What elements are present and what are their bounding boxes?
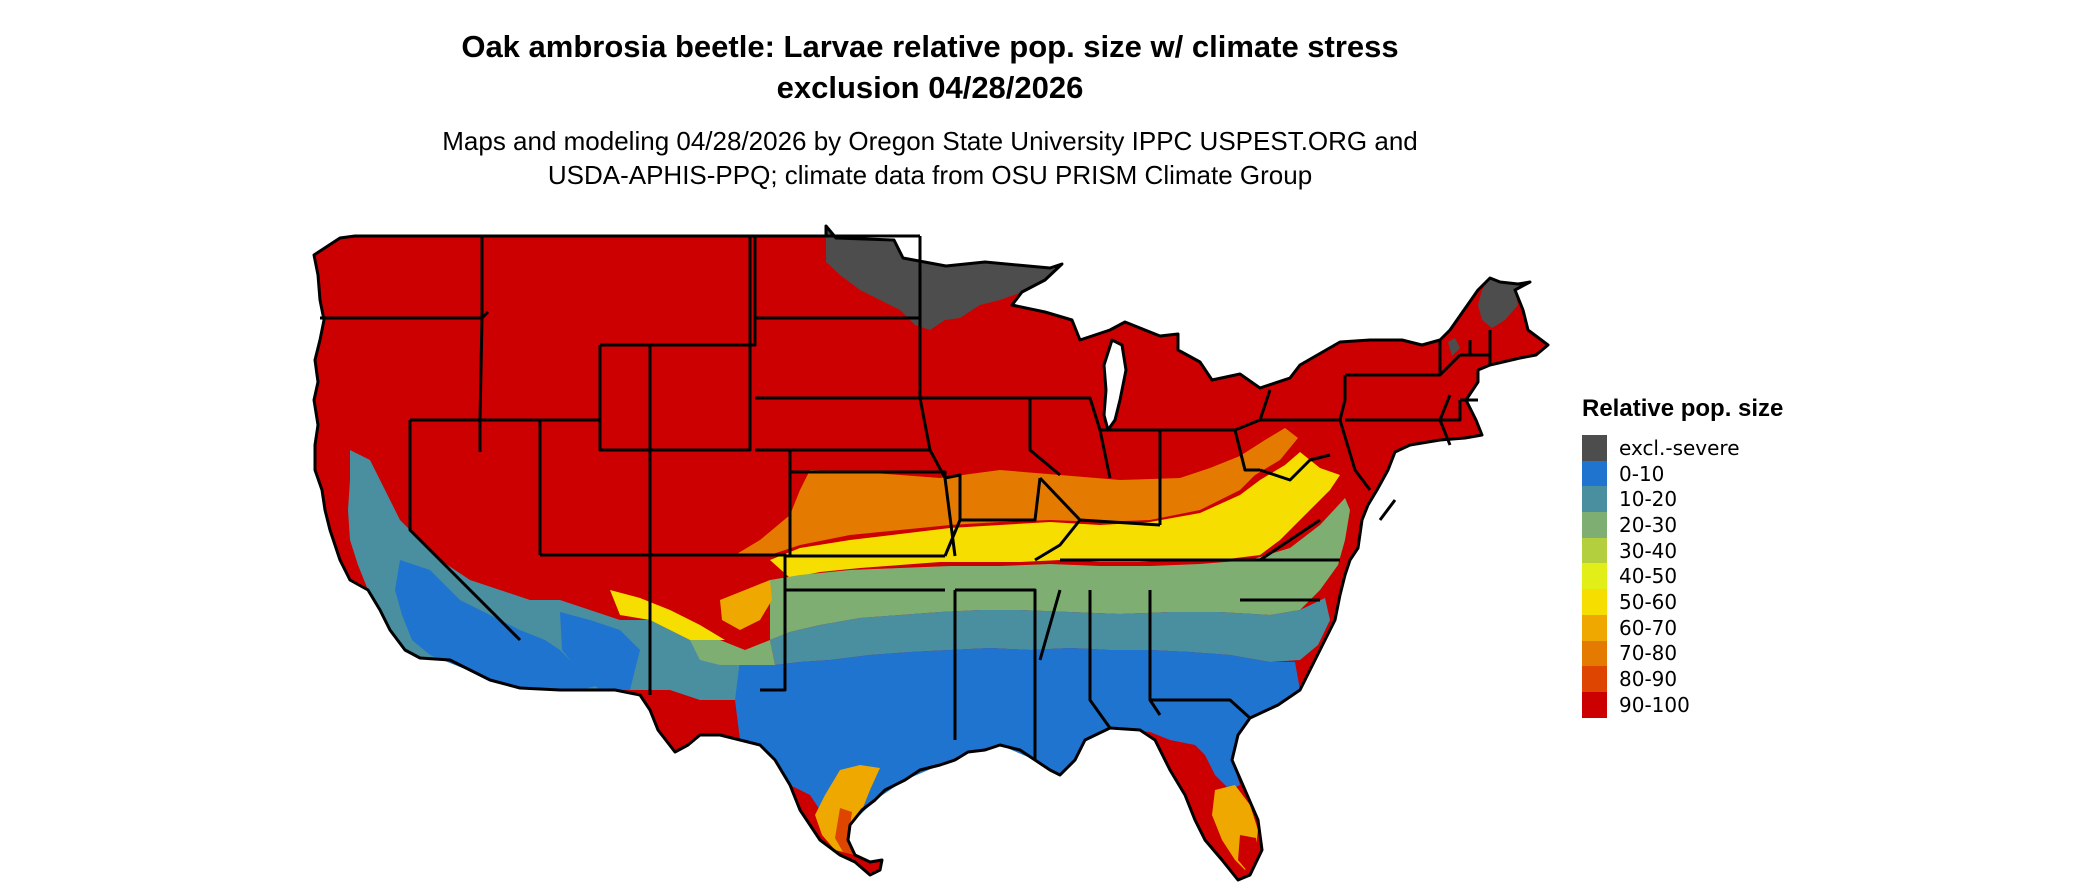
band-0-10-socal (395, 560, 600, 690)
map-legend: Relative pop. size excl.-severe 0-10 10-20… (1582, 395, 1783, 718)
state-borders-east (1030, 330, 1492, 729)
map-subtitle-line-2: USDA-APHIS-PPQ; climate data from OSU PR… (547, 160, 1313, 190)
legend-label: 50-60 (1619, 589, 1678, 614)
legend-swatch (1582, 589, 1607, 615)
legend-items: excl.-severe 0-10 10-20 20-30 30-40 40-50 50-6… (1582, 435, 1783, 718)
legend-label: 30-40 (1619, 538, 1678, 563)
legend-swatch (1582, 537, 1607, 564)
band-50-60-central (770, 452, 1340, 578)
legend-item: 90-100 (1582, 691, 1783, 718)
legend-label: 90-100 (1619, 692, 1690, 717)
legend-item: 10-20 (1582, 486, 1783, 513)
us-outline-border (312, 224, 1550, 882)
legend-swatch (1582, 460, 1607, 487)
legend-swatch (1582, 691, 1607, 718)
map-title: Oak ambrosia beetle: Larvae relative pop… (380, 26, 1480, 108)
band-20-30-new-mexico-south (690, 640, 775, 665)
legend-label: 80-90 (1619, 667, 1678, 692)
legend-item: 80-90 (1582, 666, 1783, 692)
band-50-60-arizona-rim (610, 590, 725, 640)
legend-swatch (1582, 640, 1607, 667)
band-0-10-gulf (735, 648, 1300, 820)
legend-swatch (1582, 614, 1607, 641)
legend-item: 70-80 (1582, 640, 1783, 667)
legend-swatch (1582, 666, 1607, 692)
legend-item: 20-30 (1582, 512, 1783, 538)
band-60-70-south-texas (815, 765, 880, 855)
map-subtitle-line-1: Maps and modeling 04/28/2026 by Oregon S… (442, 126, 1418, 156)
legend-label: 10-20 (1619, 487, 1678, 512)
legend-label: 60-70 (1619, 615, 1678, 640)
legend-item: 40-50 (1582, 563, 1783, 590)
legend-item: 30-40 (1582, 537, 1783, 564)
legend-label: excl.-severe (1619, 435, 1740, 460)
us-map-fill (314, 226, 1548, 880)
us-state-borders (312, 224, 1550, 882)
great-lakes-michigan (1102, 338, 1128, 432)
legend-swatch (1582, 486, 1607, 513)
legend-label: 0-10 (1619, 461, 1665, 486)
legend-swatch (1582, 563, 1607, 590)
excl-region-maine (1478, 278, 1530, 328)
legend-item: 60-70 (1582, 614, 1783, 641)
band-10-20-southeast (770, 598, 1330, 665)
band-80-90-south-texas (835, 808, 855, 855)
legend-item: excl.-severe (1582, 435, 1783, 461)
legend-label: 40-50 (1619, 564, 1678, 589)
legend-title: Relative pop. size (1582, 395, 1784, 422)
legend-item: 50-60 (1582, 589, 1783, 615)
band-20-30-southeast (770, 498, 1350, 640)
excl-region-adirondack (1448, 338, 1460, 356)
legend-label: 20-30 (1619, 512, 1678, 537)
excl-region-minnesota (826, 226, 1062, 330)
legend-swatch (1582, 435, 1607, 461)
band-90-100-florida-tip (1238, 835, 1258, 872)
legend-swatch (1582, 512, 1607, 538)
legend-item: 0-10 (1582, 460, 1783, 487)
legend-label: 70-80 (1619, 641, 1678, 666)
state-borders-central (755, 234, 1061, 760)
map-subtitle: Maps and modeling 04/28/2026 by Oregon S… (380, 124, 1480, 192)
band-0-10-arizona (560, 612, 640, 690)
band-70-80-central (735, 428, 1298, 555)
band-60-70-new-mexico (720, 580, 772, 630)
map-title-line-1: Oak ambrosia beetle: Larvae relative pop… (461, 29, 1399, 64)
map-title-line-2: exclusion 04/28/2026 (776, 70, 1084, 105)
